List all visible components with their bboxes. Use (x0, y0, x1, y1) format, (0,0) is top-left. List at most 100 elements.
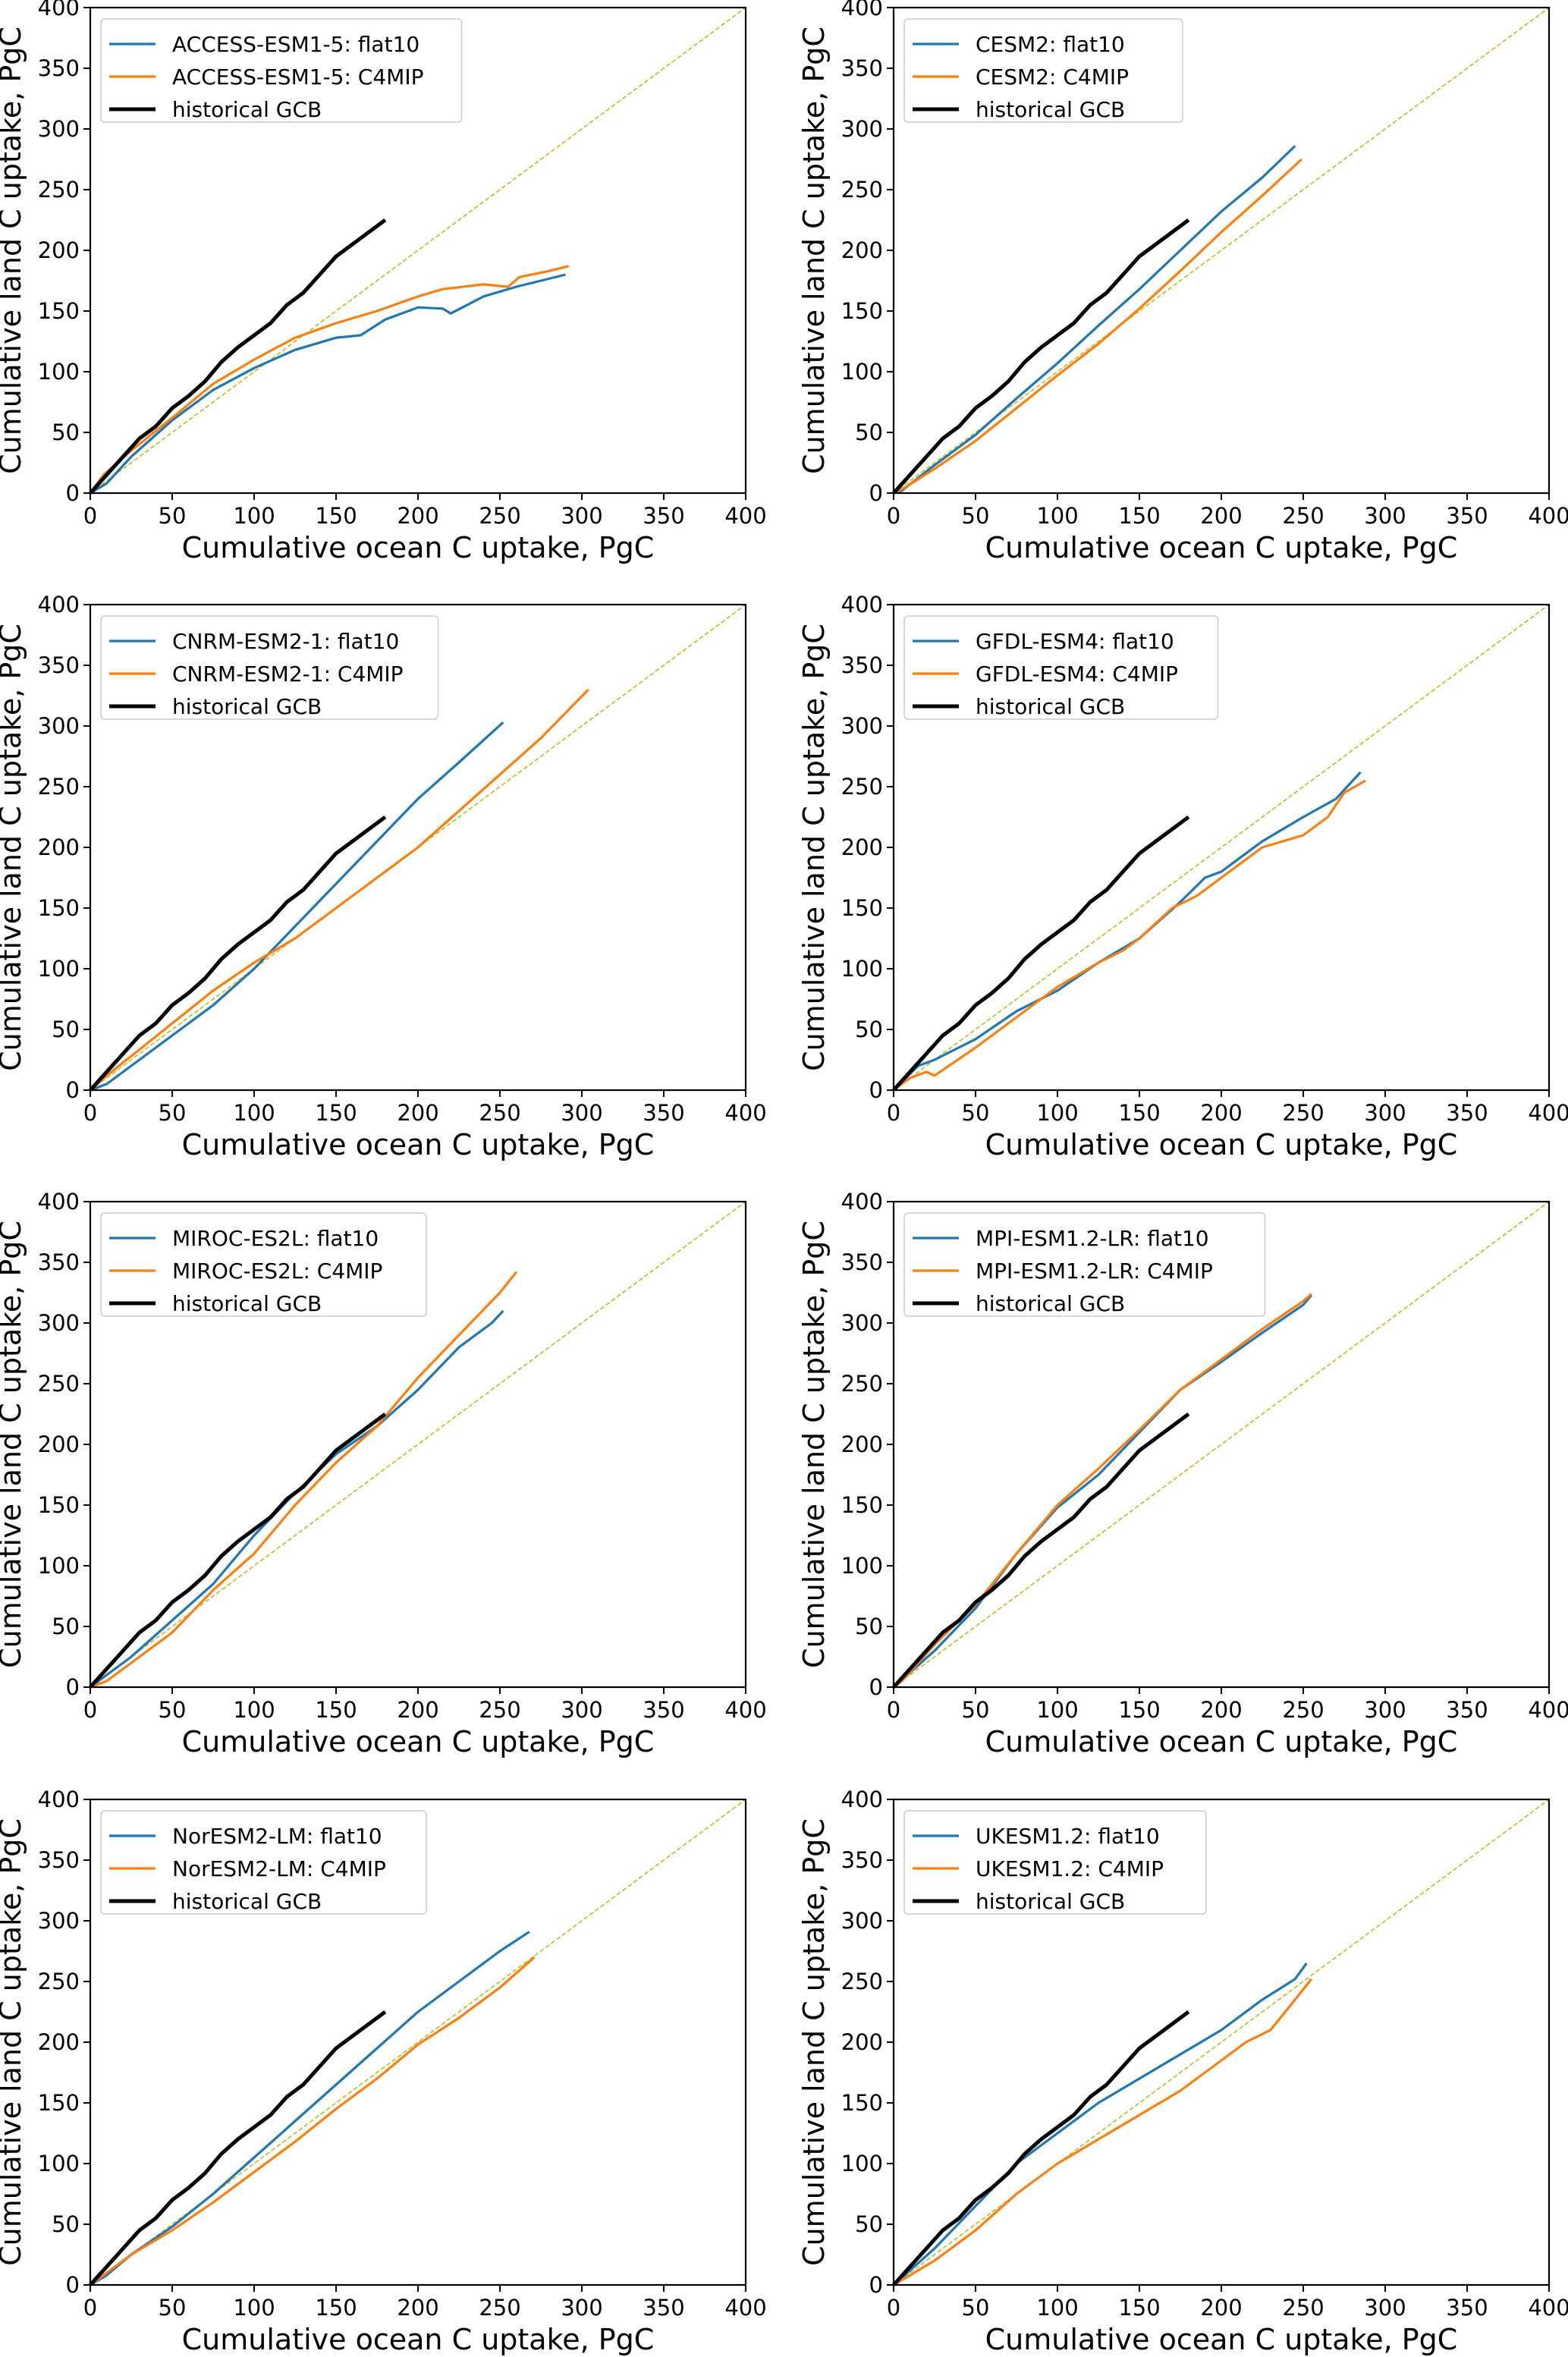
series-line-historical (89, 815, 387, 1092)
y-tick-label: 0 (66, 1674, 80, 1700)
x-tick-label: 0 (83, 503, 97, 529)
y-tick-label: 150 (841, 1492, 883, 1518)
x-tick-label: 200 (397, 1697, 438, 1723)
x-tick-label: 200 (1200, 2295, 1242, 2321)
x-axis-label: Cumulative ocean C uptake, PgC (182, 1725, 655, 1758)
x-tick-label: 0 (83, 1697, 97, 1723)
x-tick-label: 150 (315, 503, 357, 529)
x-tick-label: 300 (1364, 1100, 1406, 1126)
x-tick-label: 100 (1036, 2295, 1078, 2321)
y-tick-label: 250 (841, 177, 883, 203)
series-line-c4mip (893, 1293, 1312, 1689)
y-tick-label: 150 (841, 298, 883, 324)
y-tick-label: 200 (841, 237, 883, 263)
one-to-one-line (90, 7, 746, 494)
series-line-c4mip (89, 688, 589, 1092)
x-tick-label: 350 (643, 503, 684, 529)
y-tick-label: 400 (841, 592, 883, 618)
y-tick-label: 400 (841, 1189, 883, 1215)
y-tick-label: 250 (38, 774, 80, 800)
x-tick-label: 100 (233, 2295, 275, 2321)
y-tick-label: 150 (841, 2090, 883, 2116)
y-tick-label: 200 (841, 2029, 883, 2055)
x-tick-label: 400 (724, 503, 766, 529)
y-tick-label: 150 (38, 1492, 80, 1518)
legend: MIROC-ES2L: flat10 MIROC-ES2L: C4MIP histo… (100, 1212, 427, 1317)
y-tick-label: 350 (841, 652, 883, 678)
y-tick-label: 100 (38, 956, 80, 982)
y-axis-label: Cumulative land C uptake, PgC (0, 1221, 27, 1668)
x-tick-label: 350 (643, 1697, 684, 1723)
x-tick-label: 150 (1118, 1100, 1160, 1126)
x-tick-label: 150 (315, 1697, 357, 1723)
y-tick-label: 50 (52, 420, 80, 445)
series-line-historical (89, 1412, 387, 1689)
legend-box (100, 1212, 427, 1317)
x-tick-label: 400 (724, 2295, 766, 2321)
y-axis-label: Cumulative land C uptake, PgC (797, 624, 831, 1071)
y-tick-label: 0 (869, 2272, 883, 2298)
x-axis-label: Cumulative ocean C uptake, PgC (182, 1128, 655, 1161)
x-tick-label: 50 (159, 1100, 187, 1126)
x-tick-label: 50 (159, 503, 187, 529)
y-tick-label: 200 (841, 1431, 883, 1457)
series-line-flat10 (90, 273, 566, 495)
y-tick-label: 100 (38, 359, 80, 385)
series-line-flat10 (893, 145, 1296, 495)
y-tick-label: 400 (38, 0, 80, 20)
x-axis-label: Cumulative ocean C uptake, PgC (182, 2323, 655, 2356)
x-tick-label: 400 (1528, 2295, 1568, 2321)
y-tick-label: 250 (841, 1371, 883, 1397)
x-tick-label: 400 (1528, 1100, 1568, 1126)
series-line-historical (892, 218, 1190, 495)
panel: 0 50 100 150 200 250 300 350 400 0 50 100 150 200 250 3… (0, 592, 767, 1161)
legend-box (903, 18, 1183, 123)
x-tick-label: 0 (83, 2295, 97, 2321)
y-tick-label: 300 (841, 116, 883, 142)
one-to-one-line (893, 1201, 1550, 1688)
y-axis-label: Cumulative land C uptake, PgC (0, 624, 27, 1071)
y-tick-label: 50 (52, 1614, 80, 1639)
y-tick-label: 300 (38, 1908, 80, 1934)
x-tick-label: 250 (1282, 1100, 1324, 1126)
y-tick-label: 250 (841, 774, 883, 800)
x-tick-label: 250 (479, 1100, 520, 1126)
y-tick-label: 50 (855, 2211, 883, 2237)
y-tick-label: 0 (66, 2272, 80, 2298)
y-tick-label: 250 (38, 177, 80, 203)
y-tick-label: 300 (841, 1310, 883, 1336)
legend-label: GFDL-ESM4: C4MIP (976, 662, 1178, 687)
x-tick-label: 200 (1200, 503, 1242, 529)
series-line-c4mip (90, 1271, 517, 1689)
panel: 0 50 100 150 200 250 300 350 400 0 50 100 150 200 250 3… (797, 0, 1568, 564)
legend-label: historical GCB (172, 97, 322, 122)
x-tick-label: 350 (1446, 1100, 1488, 1126)
y-axis-label: Cumulative land C uptake, PgC (797, 27, 831, 474)
legend: CNRM-ESM2-1: flat10 CNRM-ESM2-1: C4MIP his… (100, 615, 439, 720)
x-tick-label: 250 (1282, 1697, 1324, 1723)
legend-label: CNRM-ESM2-1: flat10 (172, 629, 399, 654)
series-line-flat10 (892, 1963, 1308, 2286)
legend-label: CNRM-ESM2-1: C4MIP (172, 662, 404, 687)
x-axis-label: Cumulative ocean C uptake, PgC (985, 1128, 1458, 1161)
x-tick-label: 350 (1446, 1697, 1488, 1723)
y-tick-label: 50 (52, 1017, 80, 1042)
y-axis-label: Cumulative land C uptake, PgC (0, 27, 27, 474)
legend: MPI-ESM1.2-LR: flat10 MPI-ESM1.2-LR: C4MI… (903, 1212, 1266, 1317)
series-line-flat10 (90, 1309, 504, 1689)
y-tick-label: 350 (38, 1249, 80, 1275)
x-tick-label: 100 (1036, 503, 1078, 529)
legend-label: historical GCB (172, 1889, 322, 1914)
x-tick-label: 300 (1364, 2295, 1406, 2321)
y-tick-label: 200 (38, 1431, 80, 1457)
x-tick-label: 200 (397, 1100, 438, 1126)
y-tick-label: 150 (841, 895, 883, 921)
x-tick-label: 300 (561, 2295, 602, 2321)
series-line-flat10 (892, 771, 1362, 1092)
y-tick-label: 0 (869, 1674, 883, 1700)
y-tick-label: 100 (841, 1553, 883, 1579)
x-tick-label: 0 (887, 2295, 900, 2321)
legend-label: NorESM2-LM: C4MIP (172, 1856, 386, 1881)
legend-label: NorESM2-LM: flat10 (172, 1824, 382, 1849)
legend: NorESM2-LM: flat10 NorESM2-LM: C4MIP histo… (100, 1810, 427, 1915)
